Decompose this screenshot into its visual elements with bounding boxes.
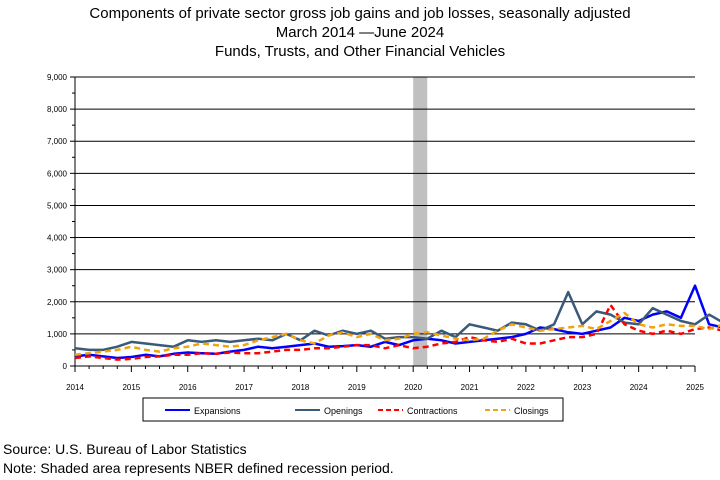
date-range-separator: — (359, 24, 375, 41)
y-tick-label: 9,000 (47, 73, 68, 82)
x-tick-label: 2020 (404, 383, 422, 392)
chart-title: Components of private sector gross job g… (89, 5, 631, 22)
legend: Expansions Openings Contractions Closings (142, 397, 564, 422)
x-tick-label: 2015 (122, 383, 140, 392)
x-tick-label: 2023 (573, 383, 591, 392)
y-tick-label: 7,000 (47, 137, 68, 146)
legend-label-openings: Openings (324, 406, 363, 416)
x-tick-label: 2017 (235, 383, 253, 392)
recession-note: Note: Shaded area represents NBER define… (3, 460, 394, 476)
x-tick-label: 2025 (686, 383, 704, 392)
x-tick-label: 2022 (517, 383, 535, 392)
legend-box (142, 397, 564, 422)
series-line-closings (74, 311, 720, 357)
recession-band (413, 77, 428, 366)
x-tick-label: 2024 (630, 383, 648, 392)
y-tick-label: 6,000 (47, 169, 68, 178)
x-tick-label: 2021 (461, 383, 479, 392)
y-tick-label: 0 (63, 362, 68, 371)
y-tick-label: 8,000 (47, 105, 68, 114)
legend-label-closings: Closings (514, 406, 549, 416)
y-tick-label: 3,000 (47, 266, 68, 275)
x-tick-label: 2014 (66, 383, 84, 392)
source-note: Source: U.S. Bureau of Labor Statistics (3, 441, 247, 457)
chart-industry-subtitle: Funds, Trusts, and Other Financial Vehic… (214, 43, 506, 60)
date-range-end: June 2024 (374, 24, 445, 41)
y-tick-label: 5,000 (47, 201, 68, 210)
chart-date-range: March 2014 —June 2024 (0, 24, 720, 41)
x-tick-label: 2018 (292, 383, 310, 392)
legend-label-contractions: Contractions (407, 406, 458, 416)
chart-area: 0 1,000 2,000 3,000 4,000 5,000 6,000 7,000 8,00… (47, 73, 720, 422)
date-range-start: March 2014 (275, 24, 355, 41)
y-tick-label: 1,000 (47, 330, 68, 339)
series-line-contractions (74, 303, 720, 361)
y-tick-label: 2,000 (47, 298, 68, 307)
series-line-openings (74, 290, 720, 352)
legend-label-expansions: Expansions (194, 406, 241, 416)
x-tick-label: 2016 (179, 383, 197, 392)
series-line-expansions (74, 284, 720, 360)
y-tick-label: 4,000 (47, 234, 68, 243)
x-tick-label: 2019 (348, 383, 366, 392)
